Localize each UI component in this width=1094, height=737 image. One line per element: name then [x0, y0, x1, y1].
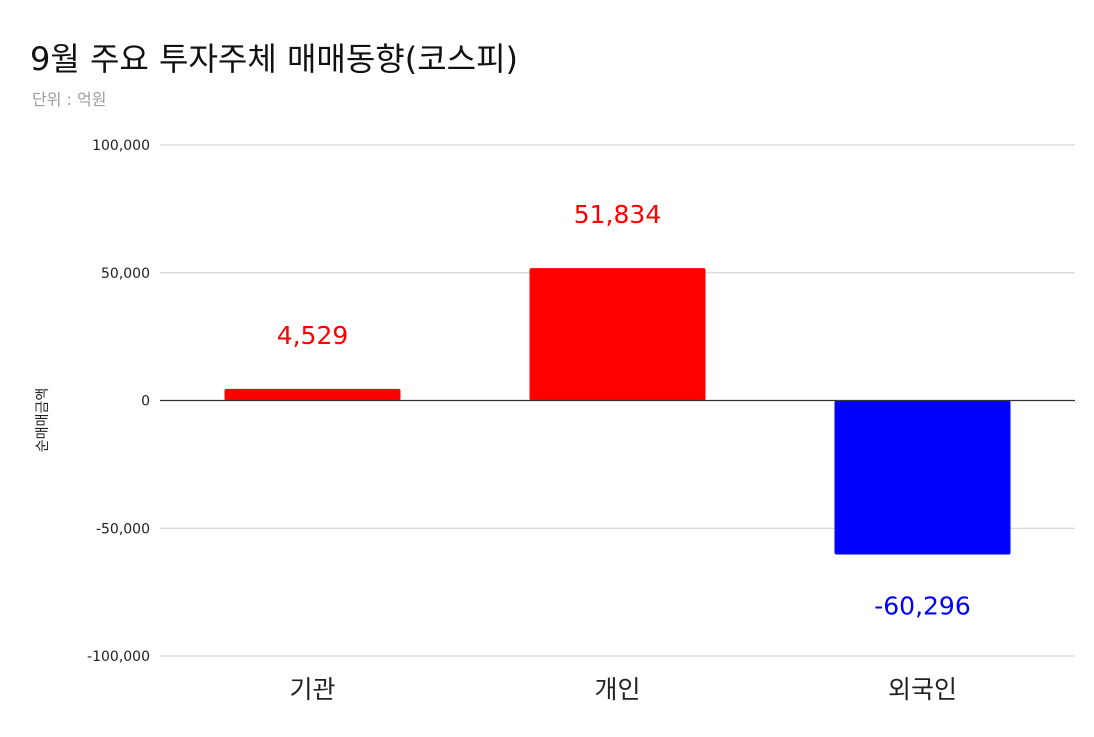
bar-2 [834, 400, 1011, 555]
y-tick-label: 50,000 [101, 266, 150, 282]
y-tick-label: 100,000 [92, 138, 150, 154]
x-category-label: 외국인 [888, 675, 957, 704]
chart-title: 9월 주요 투자주체 매매동향(코스피) [30, 40, 519, 78]
y-tick-label: 0 [141, 394, 150, 410]
data-label: 51,834 [574, 200, 661, 229]
x-axis-categories: 기관 개인 외국인 [289, 675, 957, 704]
bars [224, 268, 1011, 555]
x-category-label: 개인 [594, 675, 640, 704]
bar-0 [224, 388, 401, 401]
chart-subtitle: 단위 : 억원 [32, 90, 107, 109]
y-tick-label: -100,000 [87, 649, 150, 665]
y-axis-ticks: 100,000 50,000 0 -50,000 -100,000 [87, 138, 150, 665]
bar-1 [529, 268, 706, 401]
data-label: -60,296 [874, 592, 971, 621]
data-labels: 4,529 51,834 -60,296 [277, 200, 971, 620]
y-tick-label: -50,000 [96, 521, 150, 537]
y-axis-label: 순매매금액 [35, 388, 51, 452]
data-label: 4,529 [277, 321, 349, 350]
x-category-label: 기관 [289, 675, 335, 704]
